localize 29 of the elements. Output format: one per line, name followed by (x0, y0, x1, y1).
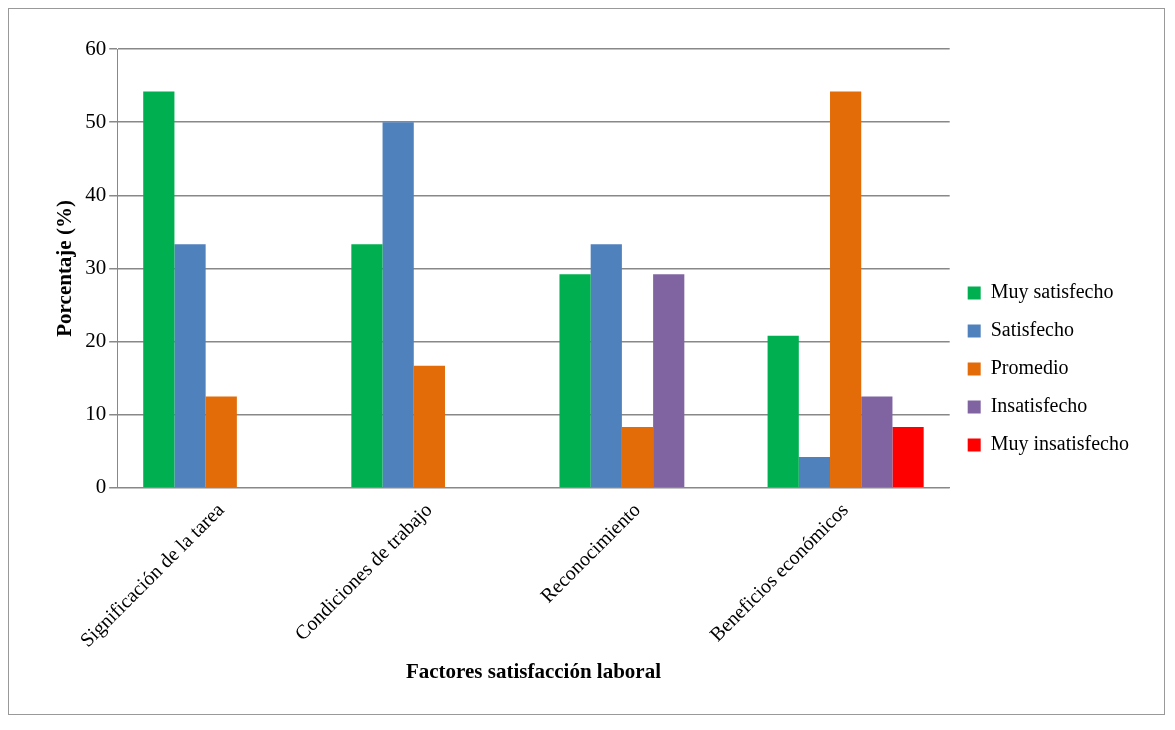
y-tick-label: 60 (85, 35, 107, 60)
legend-label: Satisfecho (990, 318, 1074, 341)
x-axis-title: Factores satisfacción laboral (405, 658, 662, 683)
bar (559, 274, 591, 488)
bar (351, 244, 383, 488)
bar (205, 396, 237, 488)
bar (767, 335, 799, 488)
y-axis-title: Porcentaje (%) (52, 200, 77, 337)
bar (174, 244, 206, 488)
legend-label: Insatisfecho (990, 394, 1088, 417)
bar (861, 396, 893, 488)
bar (621, 427, 654, 488)
y-tick-label: 0 (95, 474, 107, 499)
bar (830, 91, 862, 488)
legend-label: Promedio (990, 356, 1069, 379)
y-tick-label: 40 (85, 181, 107, 206)
bar (382, 122, 414, 488)
bar (798, 457, 831, 488)
bar (143, 91, 175, 488)
y-tick-label: 20 (85, 328, 107, 353)
bar (590, 244, 622, 488)
legend-label: Muy insatisfecho (990, 432, 1129, 456)
legend-label: Muy satisfecho (990, 280, 1114, 304)
bar (413, 365, 445, 488)
y-tick-label: 50 (85, 108, 107, 133)
y-tick-label: 30 (85, 254, 107, 279)
y-tick-label: 10 (85, 401, 107, 426)
bar (653, 274, 685, 488)
bar (892, 427, 924, 488)
